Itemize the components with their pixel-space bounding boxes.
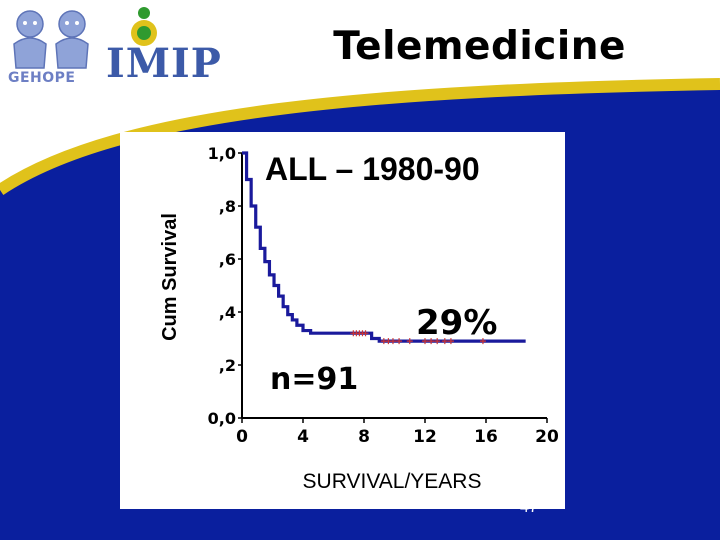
slide-header: GEHOPE IMIP Telemedicine xyxy=(0,0,720,120)
gehope-logo-text: GEHOPE xyxy=(8,70,76,86)
censor-mark xyxy=(479,338,486,345)
chart-title: ALL – 1980-90 xyxy=(265,151,480,187)
slide-number: 47 xyxy=(520,499,538,516)
x-axis-label: SURVIVAL/YEARS xyxy=(303,470,482,493)
y-tick-label: ,6 xyxy=(219,250,236,269)
x-tick-label: 0 xyxy=(236,427,248,447)
y-tick-label: 0,0 xyxy=(208,409,236,428)
x-tick-label: 12 xyxy=(413,427,437,447)
survival-chart: Cum Survival ALL – 1980-90 SURVIVAL/YEAR… xyxy=(159,144,559,493)
survival-curve xyxy=(242,151,526,343)
censor-mark xyxy=(434,338,441,345)
slide-title: Telemedicine xyxy=(333,24,626,69)
censor-mark xyxy=(389,338,396,345)
censor-mark xyxy=(428,338,435,345)
y-tick-label: ,4 xyxy=(219,303,236,322)
censor-mark xyxy=(362,330,369,337)
imip-logo-text: IMIP xyxy=(106,40,222,87)
y-tick-label: 1,0 xyxy=(208,144,236,163)
censor-mark xyxy=(396,338,403,345)
y-axis-label: Cum Survival xyxy=(159,213,181,341)
x-tick-label: 8 xyxy=(358,427,370,447)
censor-mark xyxy=(447,338,454,345)
y-tick-label: ,8 xyxy=(219,197,236,216)
x-tick-label: 20 xyxy=(535,427,559,447)
chart-card: Cum Survival ALL – 1980-90 SURVIVAL/YEAR… xyxy=(120,132,565,509)
x-tick-label: 4 xyxy=(297,427,309,447)
annotation-n91: n=91 xyxy=(270,362,358,397)
censor-mark xyxy=(422,338,428,345)
x-tick-label: 16 xyxy=(474,427,498,447)
gehope-logo-icon xyxy=(13,10,89,69)
imip-logo-icon xyxy=(131,7,157,46)
annotation-29-percent: 29% xyxy=(416,303,497,343)
censor-mark xyxy=(406,338,413,345)
y-tick-label: ,2 xyxy=(219,356,236,375)
censor-mark xyxy=(441,338,448,345)
